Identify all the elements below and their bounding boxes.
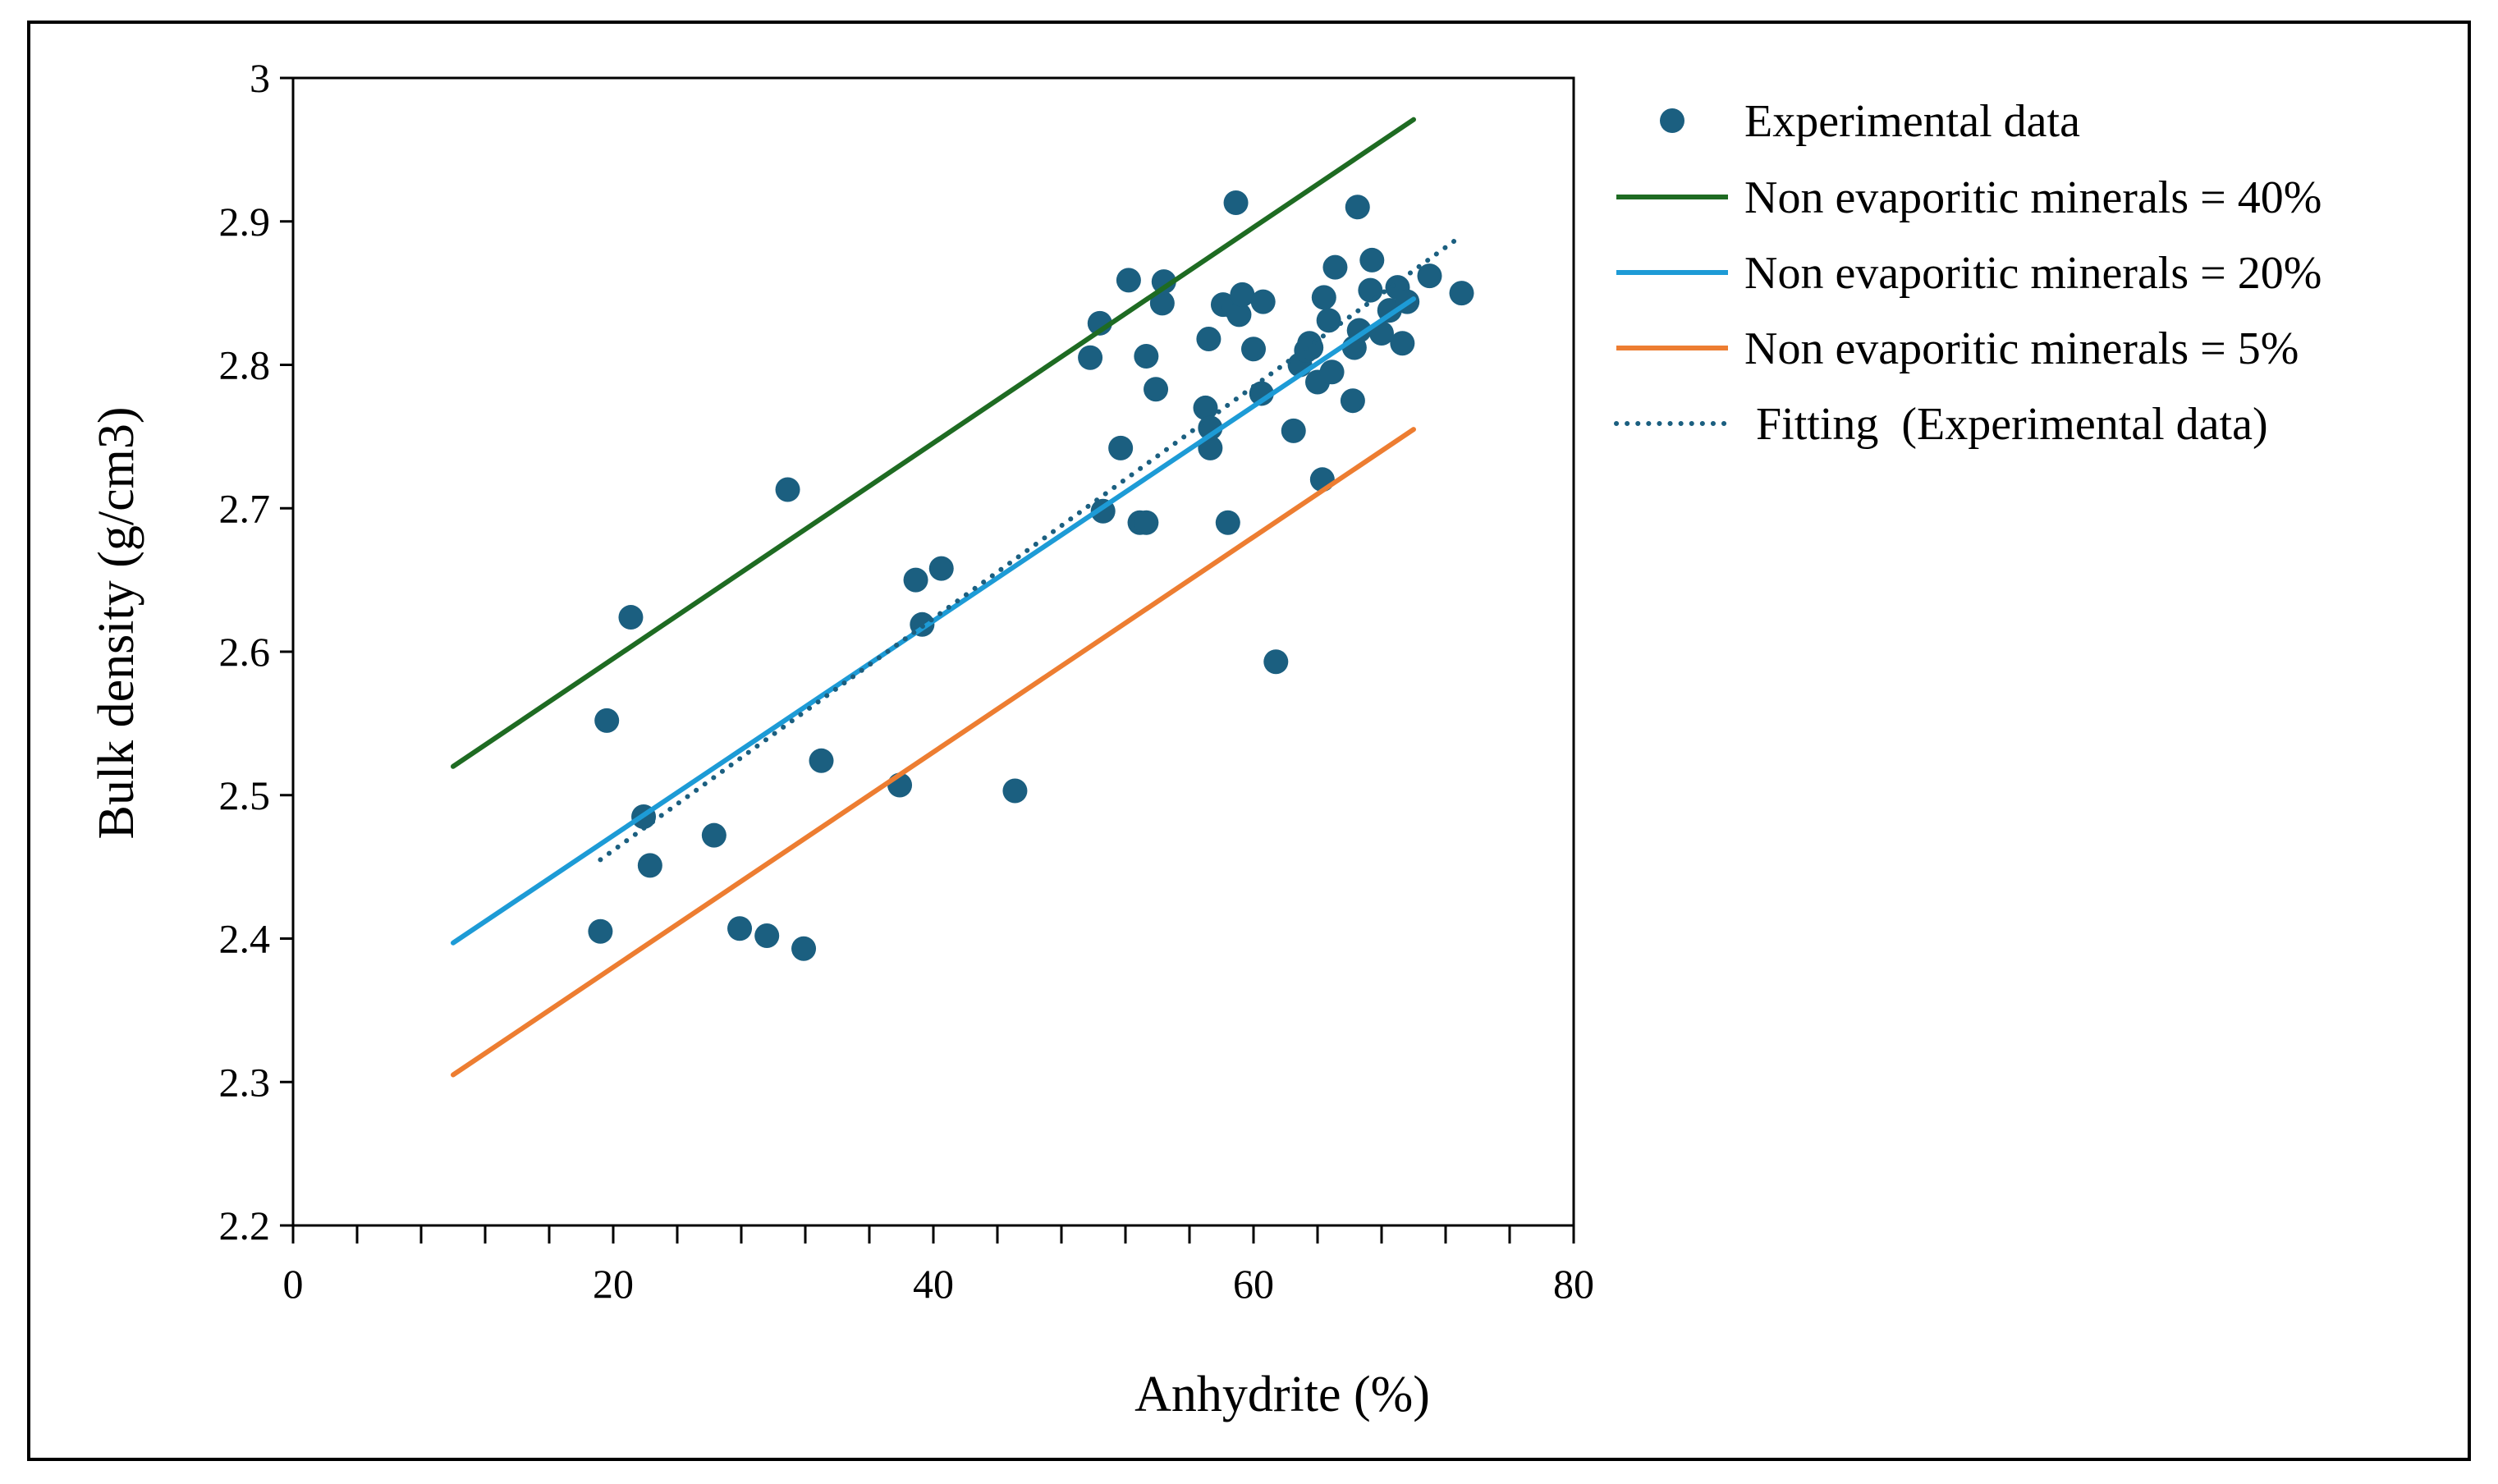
- data-point: [1322, 254, 1348, 280]
- data-point: [1108, 435, 1134, 460]
- data-point: [1417, 263, 1442, 289]
- data-point: [809, 748, 834, 773]
- x-axis-title: Anhydrite (%): [1134, 1367, 1430, 1422]
- chart-frame: 2.2 2.3 2.4 2.5 2.6 2.7 2.8 2.9 3 0 20 40 60 80 Anhyd…: [27, 21, 2471, 1461]
- trendline: [598, 233, 1464, 863]
- data-point: [775, 477, 800, 502]
- data-point: [1002, 778, 1028, 804]
- data-point: [1299, 335, 1324, 360]
- data-point: [588, 918, 613, 944]
- legend-label: Non evaporitic minerals = 5%: [1744, 323, 2299, 374]
- data-point: [1449, 281, 1474, 306]
- data-point: [1358, 277, 1383, 303]
- data-point: [637, 853, 662, 878]
- x-tick-label: 0: [283, 1261, 304, 1307]
- data-point: [1316, 308, 1341, 333]
- data-point: [1319, 360, 1345, 385]
- axes: 2.2 2.3 2.4 2.5 2.6 2.7 2.8 2.9 3 0 20 40 60 80: [219, 55, 1595, 1307]
- data-point: [1134, 344, 1159, 369]
- x-tick-label: 60: [1233, 1261, 1274, 1307]
- y-tick-label: 2.2: [219, 1202, 271, 1248]
- data-point: [1263, 649, 1289, 675]
- y-tick-label: 2.8: [219, 342, 271, 388]
- legend: Experimental data Non evaporitic minerals…: [1614, 96, 2322, 450]
- series-line: [451, 117, 1416, 769]
- y-tick-label: 2.4: [219, 916, 271, 962]
- plot-area: [451, 117, 1474, 1078]
- data-point: [1359, 247, 1385, 273]
- y-tick-label: 2.7: [219, 485, 271, 531]
- data-point: [1230, 282, 1255, 307]
- data-point: [1078, 345, 1103, 370]
- legend-label: Non evaporitic minerals = 20%: [1744, 248, 2322, 299]
- legend-label: Fitting (Experimental data): [1744, 399, 2268, 450]
- x-tick-label: 80: [1553, 1261, 1594, 1307]
- y-tick-label: 2.5: [219, 772, 271, 818]
- y-tick-label: 2.9: [219, 199, 271, 245]
- data-point: [1149, 291, 1175, 316]
- legend-label: Experimental data: [1744, 96, 2080, 147]
- data-point: [727, 916, 753, 941]
- data-point: [754, 923, 780, 949]
- data-point: [1390, 331, 1415, 356]
- data-point: [1340, 388, 1365, 414]
- data-point: [701, 822, 726, 848]
- y-axis-title: Bulk density (g/cm3): [89, 407, 144, 840]
- data-point: [1345, 195, 1370, 220]
- series-line: [451, 427, 1416, 1078]
- y-tick-label: 2.3: [219, 1059, 271, 1105]
- data-point: [1116, 268, 1141, 293]
- y-tick-label: 2.6: [219, 629, 271, 675]
- data-point: [1198, 415, 1223, 441]
- data-point: [1215, 510, 1240, 535]
- data-point: [1144, 377, 1169, 402]
- legend-marker: [1660, 108, 1684, 133]
- data-point: [903, 567, 928, 593]
- legend-label: Non evaporitic minerals = 40%: [1744, 172, 2322, 223]
- data-point: [618, 605, 644, 630]
- data-point: [1241, 337, 1266, 362]
- data-point: [1311, 285, 1336, 310]
- x-tick-label: 20: [593, 1261, 634, 1307]
- data-point: [1196, 327, 1221, 352]
- data-point: [1193, 395, 1218, 420]
- data-point: [1250, 289, 1276, 314]
- data-point: [594, 708, 620, 733]
- chart-svg: 2.2 2.3 2.4 2.5 2.6 2.7 2.8 2.9 3 0 20 40 60 80 Anhyd…: [89, 55, 2322, 1422]
- data-point: [1281, 418, 1306, 443]
- data-point: [1151, 269, 1176, 295]
- y-tick-label: 3: [250, 55, 270, 101]
- data-point: [1134, 510, 1159, 535]
- data-point: [928, 556, 954, 581]
- data-point: [1223, 190, 1249, 216]
- data-point: [791, 936, 817, 961]
- data-point: [1226, 302, 1252, 327]
- x-tick-label: 40: [913, 1261, 954, 1307]
